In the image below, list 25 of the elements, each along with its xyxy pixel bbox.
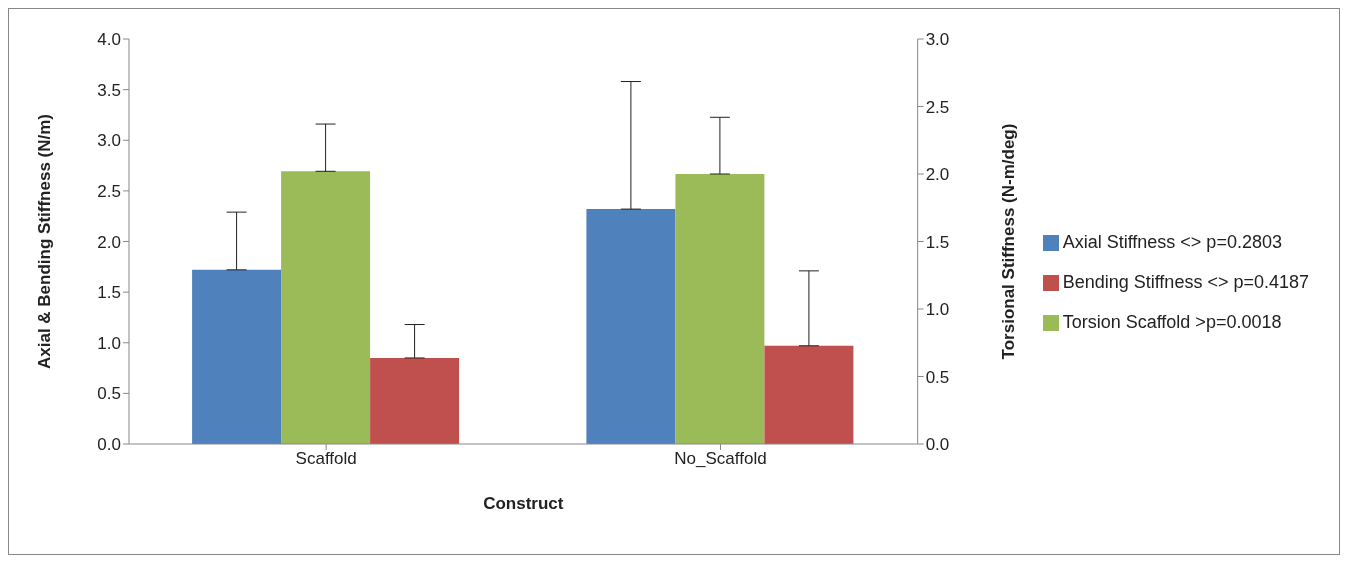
y-tick-label: 4.0 (97, 30, 121, 50)
y2-axis-title: Torsional Stiffness (N-m/deg) (998, 123, 1018, 360)
legend-label: Bending Stiffness <> p=0.4187 (1062, 271, 1309, 292)
y-tick-label: 1.0 (97, 333, 121, 353)
y-tick-label: 0.0 (97, 435, 121, 455)
y-axis-title: Axial & Bending Stiffness (N/m) (35, 113, 55, 370)
x-tick-label: Scaffold (295, 449, 357, 469)
y-tick-label: 3.5 (97, 80, 121, 100)
x-axis-title: Construct (483, 494, 564, 513)
x-tick-label: No_Scaffold (674, 449, 767, 469)
y2-tick-label: 0.0 (925, 435, 950, 455)
y2-tick-label: 1.0 (925, 300, 950, 320)
y2-tick-label: 0.5 (925, 367, 950, 387)
y2-tick-label: 1.5 (925, 232, 950, 252)
y2-tick-label: 2.5 (925, 97, 950, 117)
legend-label: Torsion Scaffold >p=0.0018 (1062, 311, 1282, 332)
y2-tick-label: 3.0 (925, 30, 950, 50)
bar (370, 357, 460, 444)
y-tick-label: 3.0 (97, 131, 121, 151)
y-tick-label: 0.5 (97, 384, 121, 404)
y-tick-label: 1.5 (97, 283, 121, 303)
legend-label: Axial Stiffness <> p=0.2803 (1062, 231, 1282, 252)
y-tick-label: 2.0 (97, 232, 121, 252)
y2-tick-label: 2.0 (925, 165, 950, 185)
y-tick-label: 2.5 (97, 181, 121, 201)
